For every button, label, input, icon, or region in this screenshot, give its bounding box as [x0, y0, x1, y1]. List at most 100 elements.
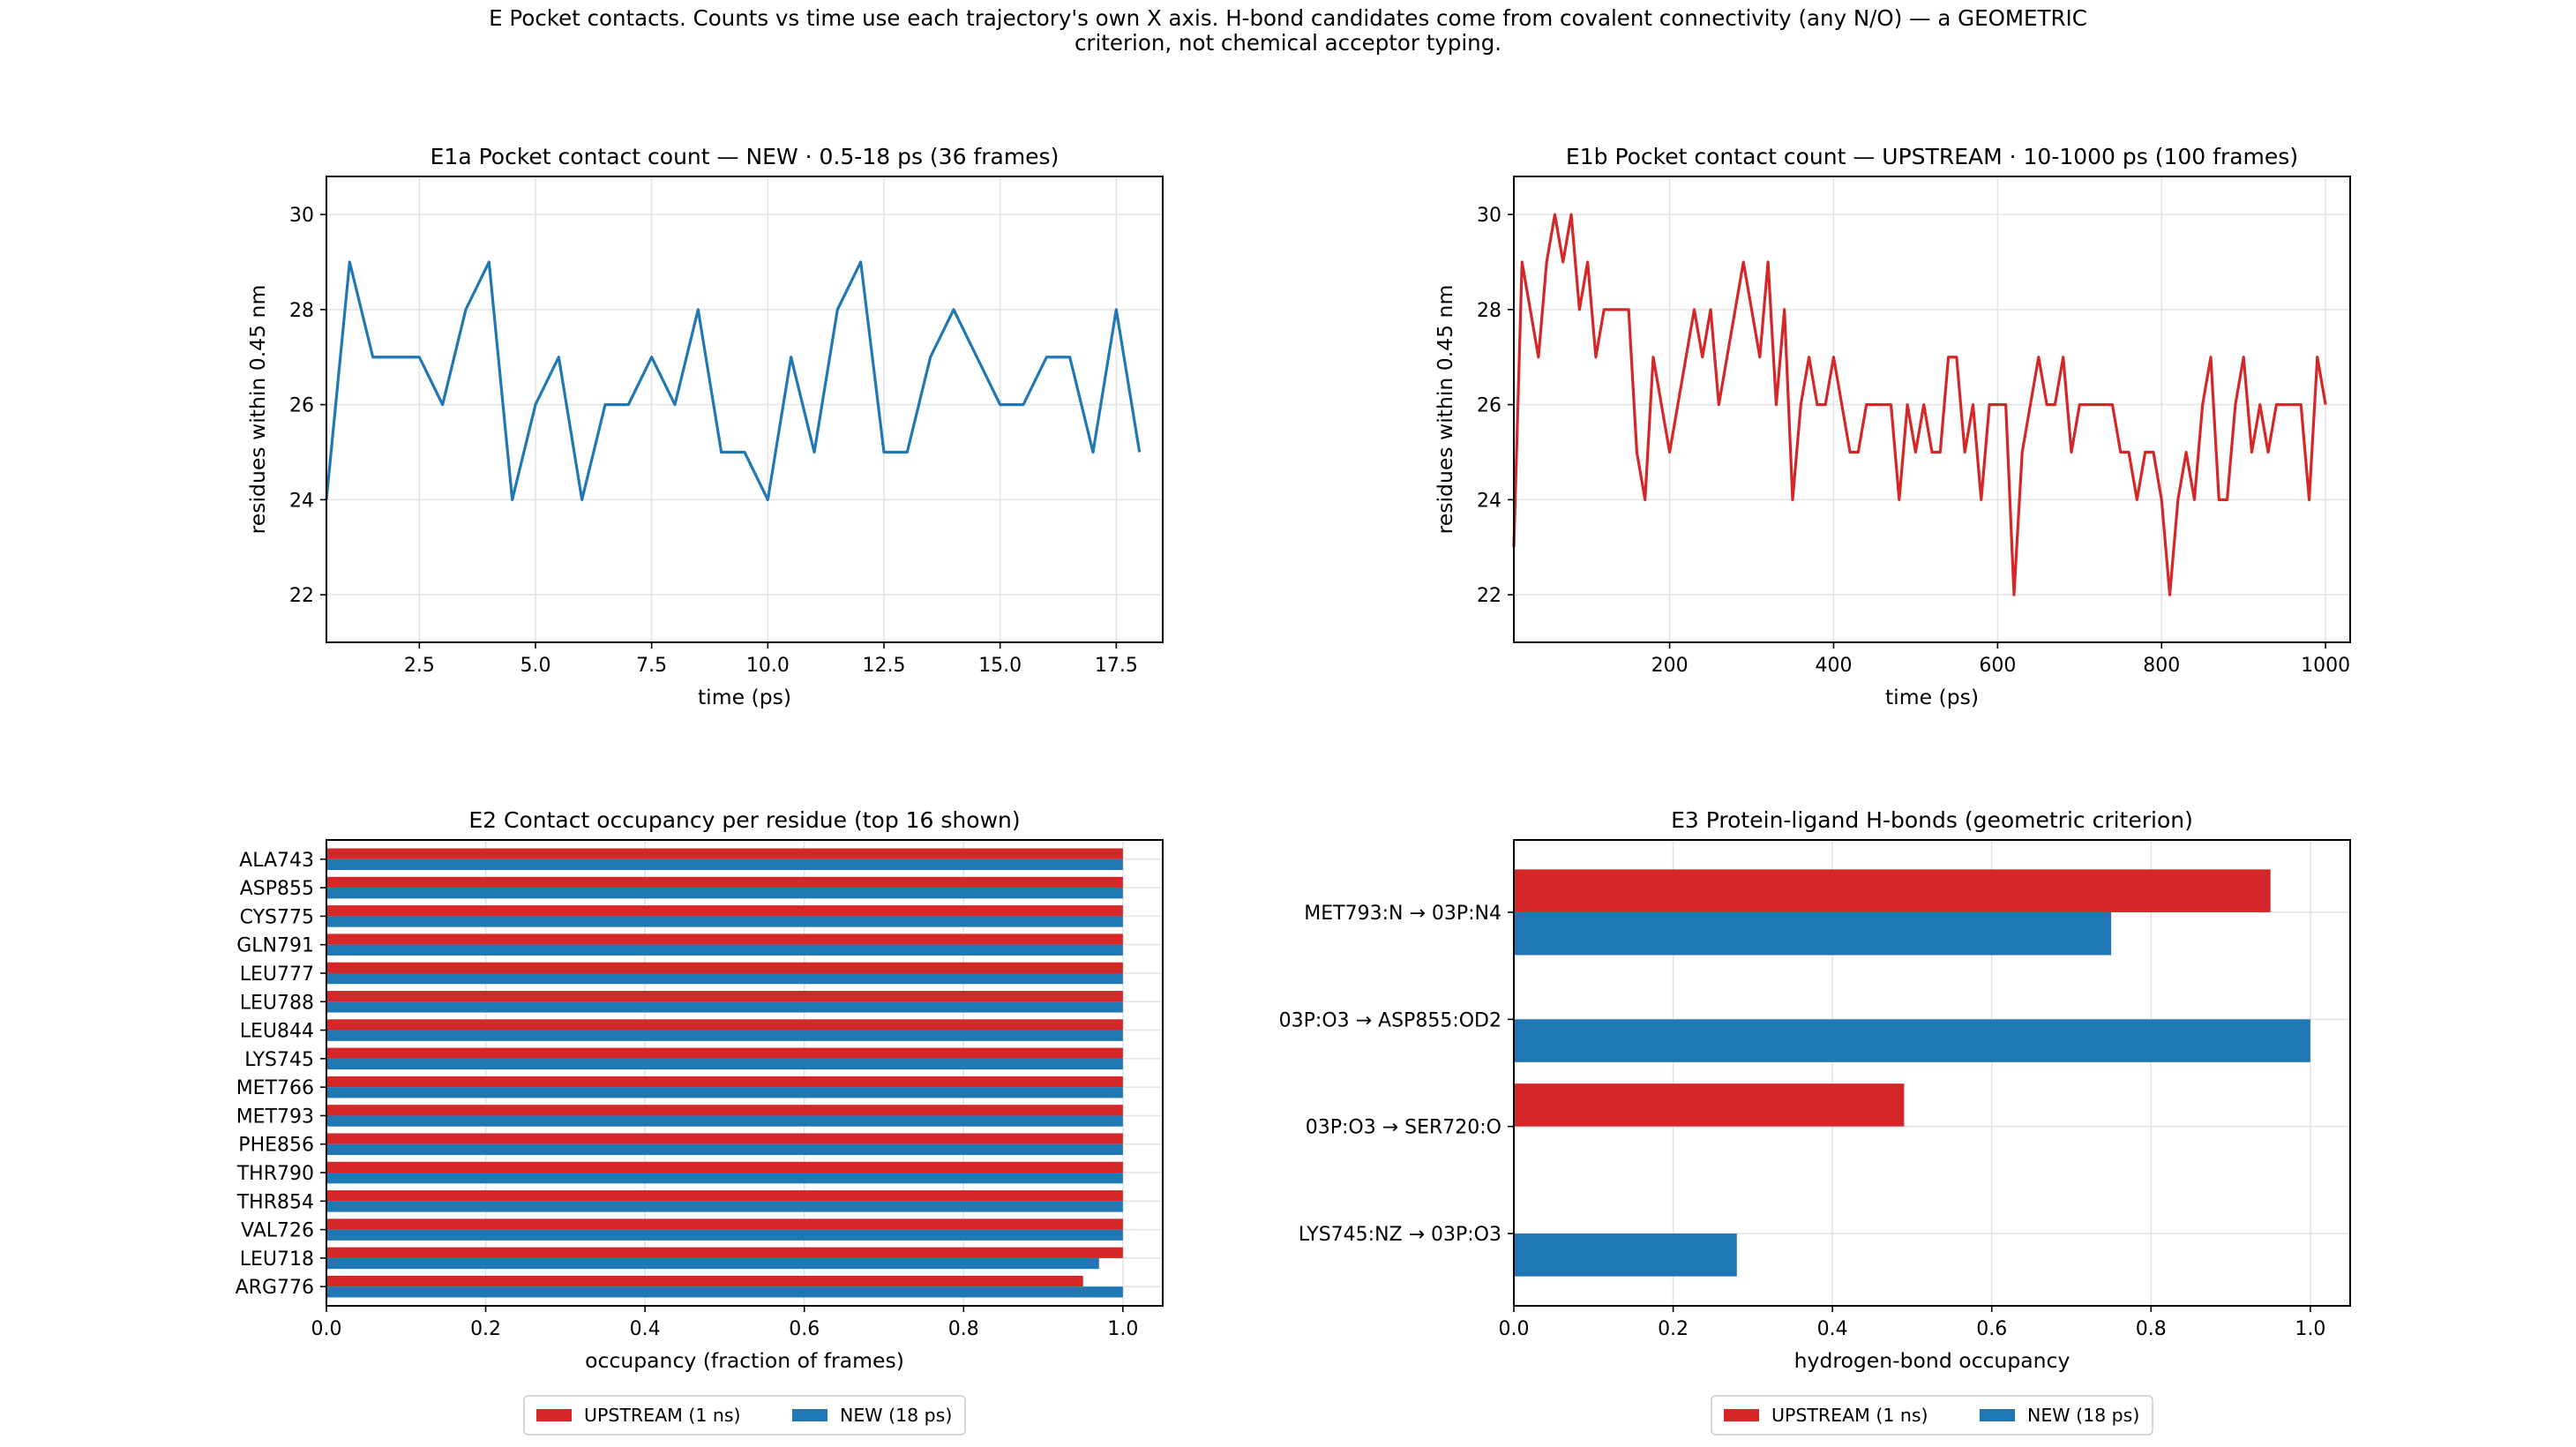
bar-new	[326, 1173, 1123, 1184]
category-label: GLN791	[236, 935, 314, 957]
y-tick-label: 26	[289, 395, 314, 417]
category-label: LYS745:NZ → 03P:O3	[1299, 1224, 1501, 1246]
legend-label-new: NEW (18 ps)	[2027, 1405, 2139, 1426]
bar-new	[326, 972, 1123, 985]
x-tick-label: 600	[1979, 655, 2016, 677]
bar-upstream	[326, 1275, 1083, 1287]
bar-new	[326, 1143, 1123, 1156]
x-axis-label: occupancy (fraction of frames)	[585, 1348, 904, 1373]
x-tick-label: 10.0	[746, 655, 790, 677]
bar-upstream	[326, 1218, 1123, 1230]
bar-upstream	[326, 848, 1123, 859]
y-axis-label: residues within 0.45 nm	[245, 285, 270, 535]
legend-swatch-upstream	[1724, 1409, 1759, 1421]
y-tick-label: 24	[289, 490, 314, 512]
x-tick-label: 7.5	[636, 655, 667, 677]
bar-new	[326, 1001, 1123, 1013]
bar-upstream	[326, 933, 1123, 945]
bar-new	[1514, 1233, 1737, 1277]
x-tick-label: 200	[1651, 655, 1689, 677]
category-label: ARG776	[236, 1277, 314, 1299]
plot-frame	[326, 176, 1164, 643]
y-tick-label: 30	[1477, 205, 1501, 227]
legend-swatch-new	[1980, 1409, 2015, 1421]
bar-upstream	[326, 1133, 1123, 1144]
y-axis-label: residues within 0.45 nm	[1433, 285, 1457, 535]
bar-new	[326, 1087, 1123, 1098]
legend-box	[523, 1395, 966, 1436]
bar-new	[1514, 1019, 2310, 1062]
category-label: CYS775	[240, 906, 314, 928]
legend-label-upstream: UPSTREAM (1 ns)	[584, 1405, 741, 1426]
category-label: LEU718	[240, 1248, 314, 1271]
x-tick-label: 1.0	[2295, 1318, 2325, 1340]
x-tick-label: 0.8	[948, 1318, 979, 1340]
bar-upstream	[326, 1161, 1123, 1173]
category-label: MET793	[236, 1106, 314, 1128]
plot-frame	[1513, 176, 2351, 643]
chart-title: E2 Contact occupancy per residue (top 16…	[468, 807, 1020, 833]
panel-e1a-line-chart: 2.5 5.0 7.5 10.0 12.5 15.0 17.5 22 24 26 28 30 E1a P…	[245, 144, 1164, 709]
x-axis-label: time (ps)	[1885, 685, 1979, 709]
x-tick-label: 800	[2143, 655, 2180, 677]
panel-e1b-line-chart: 200 400 600 800 1000 22 24 26 28 30 E1b Pocket con…	[1433, 144, 2351, 709]
category-label: LEU788	[240, 992, 314, 1014]
y-tick-label: 28	[1477, 300, 1501, 322]
category-label: MET793:N → 03P:N4	[1304, 903, 1501, 925]
category-label: 03P:O3 → ASP855:OD2	[1279, 1009, 1501, 1031]
legend-e2: UPSTREAM (1 ns) NEW (18 ps)	[523, 1395, 966, 1436]
x-tick-label: 0.4	[630, 1318, 661, 1340]
series-line-e1b	[1512, 213, 2327, 596]
bar-new	[326, 1229, 1123, 1241]
category-label: LYS745	[244, 1049, 314, 1071]
category-label: LEU844	[240, 1021, 314, 1043]
category-label: PHE856	[238, 1135, 314, 1157]
x-tick-label: 0.6	[789, 1318, 820, 1340]
bar-new	[326, 858, 1123, 871]
bar-upstream	[1514, 1083, 1905, 1127]
bar-new	[326, 1201, 1123, 1212]
bar-upstream	[326, 1047, 1123, 1059]
x-tick-label: 0.6	[1976, 1318, 2007, 1340]
figure-suptitle-line-2: criterion, not chemical acceptor typing.	[1074, 30, 1502, 56]
bar-upstream	[326, 962, 1123, 973]
chart-title: E3 Protein-ligand H-bonds (geometric cri…	[1671, 807, 2193, 833]
legend-swatch-upstream	[536, 1409, 572, 1421]
x-tick-label: 0.2	[1658, 1318, 1689, 1340]
x-tick-label: 17.5	[1095, 655, 1138, 677]
x-tick-label: 0.4	[1817, 1318, 1848, 1340]
panel-e2-bar-chart: 0.0 0.2 0.4 0.6 0.8 1.0 ALA743 ASP855 CYS775 GLN7…	[236, 807, 1164, 1373]
bar-new	[326, 944, 1123, 956]
category-label: THR790	[236, 1163, 314, 1185]
bar-new	[326, 916, 1123, 927]
chart-title: E1a Pocket contact count — NEW · 0.5-18 …	[431, 144, 1060, 169]
bar-new	[326, 1286, 1123, 1298]
bar-upstream	[326, 1190, 1123, 1202]
bar-upstream	[1514, 869, 2271, 912]
bar-upstream	[326, 990, 1123, 1002]
bar-new	[326, 1257, 1099, 1270]
legend-box	[1711, 1395, 2153, 1436]
x-axis-label: time (ps)	[698, 685, 791, 709]
bar-new	[326, 1030, 1123, 1041]
bar-upstream	[326, 1076, 1123, 1088]
x-tick-label: 5.0	[520, 655, 551, 677]
bar-upstream	[326, 876, 1123, 888]
category-label: THR854	[236, 1191, 314, 1213]
panel-e3-bar-chart: 0.0 0.2 0.4 0.6 0.8 1.0 MET793:N → 03P:N4 03P:O…	[1279, 807, 2351, 1373]
x-tick-label: 1.0	[1107, 1318, 1138, 1340]
x-axis-label: hydrogen-bond occupancy	[1794, 1348, 2071, 1373]
x-tick-label: 2.5	[404, 655, 435, 677]
x-tick-label: 0.0	[1499, 1318, 1530, 1340]
bar-new	[326, 888, 1123, 899]
bar-upstream	[326, 1247, 1123, 1258]
legend-label-upstream: UPSTREAM (1 ns)	[1771, 1405, 1928, 1426]
plot-frame	[1513, 839, 2351, 1307]
bar-new	[326, 1058, 1123, 1070]
bar-upstream	[326, 1019, 1123, 1031]
category-label: MET766	[236, 1077, 314, 1099]
bar-upstream	[326, 905, 1123, 917]
legend-swatch-new	[792, 1409, 827, 1421]
